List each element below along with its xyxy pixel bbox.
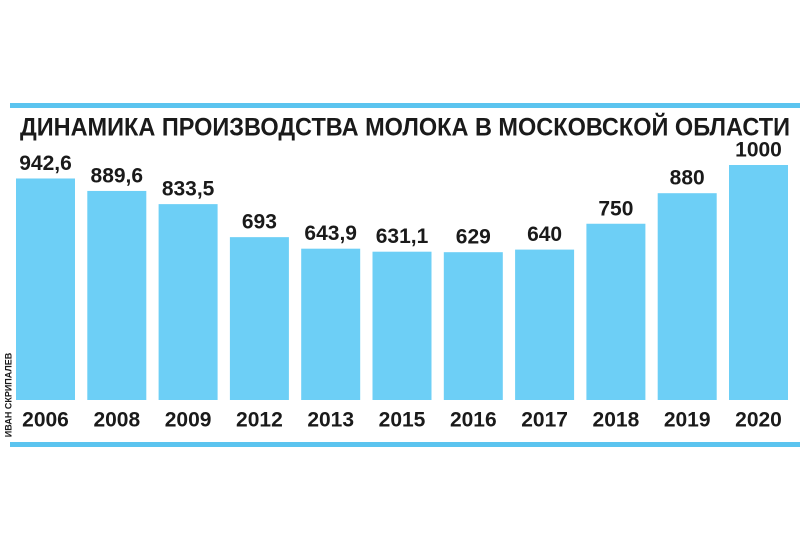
x-tick-label: 2019 [664,409,711,432]
bar [301,248,361,400]
bar [229,237,289,400]
credit: ИВАН СКРИПАЛЕВ [3,352,13,437]
bottom-rule [10,442,800,447]
bar [657,193,717,400]
bar [158,204,218,400]
x-tick-label: 2018 [593,409,640,432]
value-label: 750 [598,197,633,220]
bar [586,223,646,400]
value-label: 880 [670,167,705,190]
value-label: 942,6 [19,152,72,175]
x-tick-label: 2012 [236,409,283,432]
x-tick-label: 2009 [165,409,212,432]
value-label: 629 [456,226,491,249]
top-rule [10,103,800,108]
value-label: 833,5 [162,178,215,201]
x-tick-label: 2016 [450,409,497,432]
bar [515,249,575,400]
x-tick-label: 2015 [379,409,426,432]
bar [87,190,147,400]
x-tick-label: 2020 [735,409,782,432]
value-label: 693 [242,211,277,234]
bar [16,178,75,400]
x-tick-label: 2017 [521,409,568,432]
bar [729,165,788,400]
value-label: 889,6 [91,164,144,187]
chart-title: ДИНАМИКА ПРОИЗВОДСТВА МОЛОКА В МОСКОВСКО… [20,112,790,142]
x-tick-label: 2013 [307,409,354,432]
x-tick-label: 2006 [22,409,69,432]
x-tick-label: 2008 [93,409,140,432]
value-label: 631,1 [376,225,429,248]
value-label: 640 [527,223,562,246]
value-label: 1000 [735,139,782,162]
value-label: 643,9 [304,222,357,245]
bar [443,252,503,400]
bar [372,251,432,400]
